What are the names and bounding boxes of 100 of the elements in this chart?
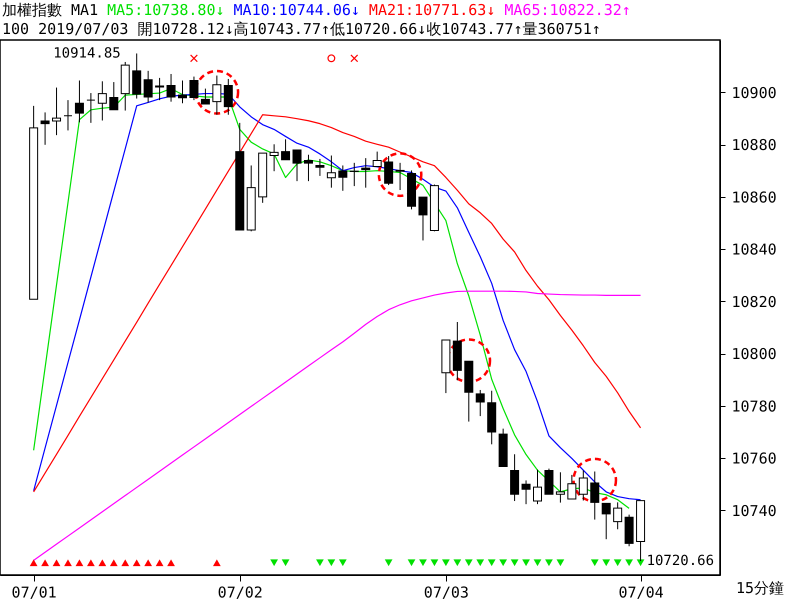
candlestick <box>533 469 542 505</box>
candlestick <box>567 474 576 500</box>
y-tick-label: 10880 <box>732 136 777 154</box>
point <box>522 559 530 566</box>
y-tick-label: 10860 <box>732 188 777 206</box>
point <box>534 559 542 566</box>
point <box>419 559 427 566</box>
y-tick-label: 10900 <box>732 84 777 102</box>
chart-title: 加權指數 MA1 <box>2 1 98 19</box>
point <box>110 559 118 566</box>
text: 10720.66 <box>646 552 714 569</box>
point <box>625 559 633 566</box>
candlestick <box>418 196 428 241</box>
candlestick <box>361 158 370 188</box>
candlestick <box>132 52 142 100</box>
candlestick <box>109 82 118 110</box>
candlestick <box>556 472 565 504</box>
point <box>270 559 278 566</box>
point <box>476 559 484 566</box>
point <box>408 559 416 566</box>
y-tick-label: 10840 <box>732 240 777 259</box>
point <box>614 559 622 566</box>
point <box>545 559 553 566</box>
point <box>338 559 347 566</box>
candlestick <box>510 454 520 502</box>
candlestick <box>40 112 50 146</box>
x-tick-label: 07/03 <box>424 584 469 600</box>
point <box>384 559 392 566</box>
point <box>212 559 221 566</box>
point <box>144 559 152 566</box>
candlestick <box>544 468 554 495</box>
candlestick <box>522 480 531 505</box>
point <box>194 70 240 115</box>
point <box>556 559 564 566</box>
point <box>76 559 84 566</box>
point <box>190 54 198 62</box>
point <box>590 559 599 566</box>
candlestick <box>155 77 164 101</box>
candlestick <box>338 164 348 192</box>
annotation: 10914.85 <box>53 45 121 62</box>
candlestick <box>52 87 62 136</box>
text: MA65:10822.32↑ <box>504 1 631 19</box>
point <box>30 559 38 566</box>
candlestick <box>98 80 107 121</box>
x-tick-label: 07/01 <box>12 584 57 600</box>
candlestick <box>372 151 382 167</box>
candlestick <box>384 156 394 186</box>
candlestick <box>396 162 405 191</box>
candlestick <box>189 76 198 101</box>
candlestick <box>166 73 176 102</box>
text: MA21:10771.63↓ <box>368 1 496 19</box>
point <box>87 559 95 566</box>
candlestick <box>86 92 96 124</box>
point <box>453 559 462 566</box>
point <box>499 559 508 566</box>
candlestick <box>304 154 313 182</box>
point <box>316 559 324 566</box>
point <box>64 559 72 566</box>
candlestick <box>578 470 588 502</box>
candlestick <box>270 144 279 172</box>
point <box>602 559 610 566</box>
point <box>167 559 175 566</box>
point <box>464 559 473 566</box>
candlestick <box>476 389 485 417</box>
candlestick <box>144 70 153 103</box>
candlestick <box>602 502 611 540</box>
point <box>430 559 438 566</box>
x-tick-label: 07/02 <box>218 584 263 600</box>
point <box>378 152 423 198</box>
candlestick <box>74 80 84 123</box>
text: MA10:10744.06↓ <box>234 1 360 19</box>
candlestick <box>613 502 622 530</box>
x-axis-title: 15分鐘 <box>736 579 784 597</box>
point <box>41 559 49 566</box>
point <box>132 559 141 566</box>
point <box>572 458 618 503</box>
candlestick <box>63 100 72 131</box>
y-tick-label: 10800 <box>732 345 777 364</box>
point <box>328 559 336 566</box>
point <box>488 559 496 566</box>
candlestick <box>350 162 359 187</box>
point <box>350 54 358 62</box>
candlestick <box>315 158 324 176</box>
y-tick-label: 10760 <box>732 450 777 468</box>
candlestick <box>178 80 187 104</box>
candlestick <box>281 138 290 160</box>
point <box>442 559 450 566</box>
y-tick-label: 10780 <box>732 397 777 416</box>
candlestick <box>590 471 600 520</box>
text: MA5:10738.80↓ <box>107 1 225 19</box>
point <box>98 559 106 566</box>
candlestick <box>212 75 222 116</box>
y-tick-label: 10820 <box>732 292 777 311</box>
y-tick-label: 10740 <box>732 502 777 520</box>
candlestick <box>326 155 336 188</box>
candlestick <box>200 88 210 105</box>
point <box>282 559 290 566</box>
chart-subtitle: 100 2019/07/03 開10728.12↓高10743.77↑低10720.66↓收10743.77↑量360751↑ <box>2 20 601 38</box>
point <box>510 559 518 566</box>
point <box>327 54 336 62</box>
